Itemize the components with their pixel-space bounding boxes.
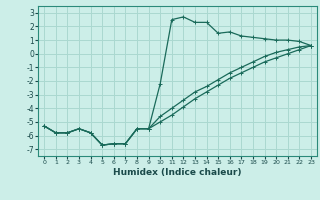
X-axis label: Humidex (Indice chaleur): Humidex (Indice chaleur) (113, 168, 242, 177)
